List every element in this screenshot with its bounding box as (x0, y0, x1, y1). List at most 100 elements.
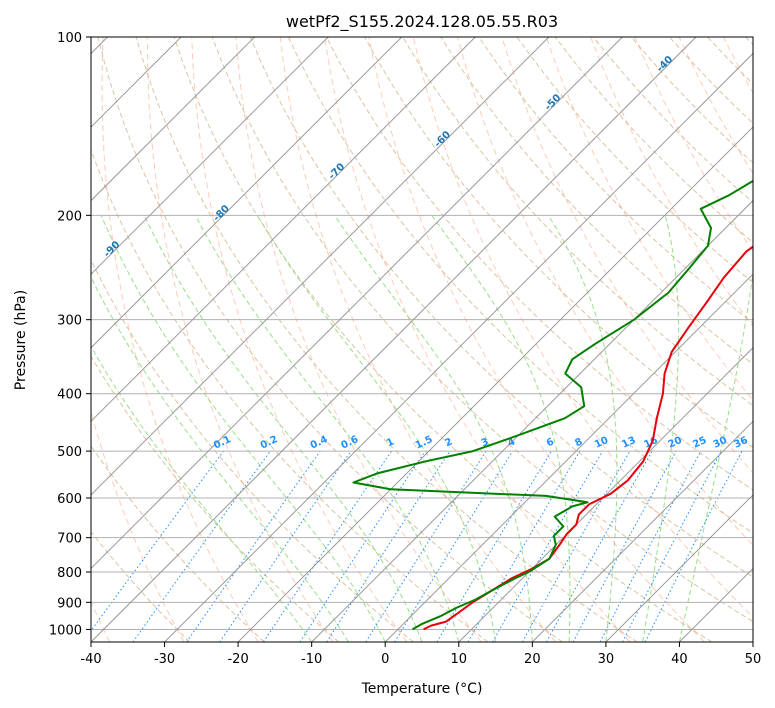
skew-guide-line (723, 37, 753, 94)
skew-guide-line (545, 37, 753, 401)
profile-series (352, 179, 753, 631)
mixing-ratio-label: 10 (593, 435, 610, 451)
skew-guide-line (678, 37, 753, 175)
y-tick-label: 600 (57, 492, 82, 507)
isotherm-label: -100 (0, 278, 10, 304)
y-tick-label: 300 (57, 314, 82, 329)
mixing-ratio-line (622, 450, 722, 642)
dry-adiabats (91, 37, 753, 642)
mixing-ratio-label: 8 (573, 436, 584, 449)
mixing-ratio-label: 6 (545, 436, 556, 449)
x-axis-ticks: -40 -30 -20 -10 0 10 20 30 40 50 (80, 642, 761, 667)
y-tick-label: 900 (57, 596, 82, 611)
dry-adiabat-line (91, 148, 489, 642)
skew-guide-line (368, 37, 705, 642)
x-tick-label: 50 (745, 652, 762, 667)
isotherm-line (91, 37, 329, 275)
isotherm-label: -50 (543, 92, 564, 113)
dry-adiabat-line (554, 37, 753, 244)
dry-adiabat-line (478, 37, 753, 324)
mixing-ratio-label: 2 (443, 436, 454, 449)
dewpoint-line (352, 179, 753, 631)
dry-adiabat-line (97, 37, 563, 642)
mixing-ratio-lines (91, 450, 743, 642)
isotherm-line (91, 37, 255, 202)
isotherm-line (91, 37, 697, 642)
dry-adiabat-line (707, 37, 753, 85)
x-tick-label: 40 (671, 652, 688, 667)
moist-adiabat-line (100, 215, 386, 642)
dry-adiabat-line (211, 37, 753, 623)
isotherm-line (679, 567, 753, 642)
x-axis-label: Temperature (°C) (361, 681, 483, 697)
mixing-ratio-line (572, 450, 677, 642)
skew-guide-line (279, 37, 556, 642)
x-tick-label: 30 (598, 652, 615, 667)
moist-adiabat-line (548, 215, 618, 642)
mixing-ratio-line (326, 450, 451, 642)
mixing-ratio-line (186, 450, 321, 642)
dry-adiabat-line (364, 37, 753, 449)
dry-adiabat-line (91, 258, 414, 642)
isotherm-lines (91, 37, 753, 642)
mixing-ratio-line (394, 450, 514, 642)
chart-title: wetPf2_S155.2024.128.05.55.R03 (286, 12, 558, 32)
mixing-ratio-label: 13 (620, 435, 637, 451)
mixing-ratio-line (644, 450, 743, 642)
x-tick-label: 10 (451, 652, 468, 667)
moist-adiabat-line (678, 268, 753, 642)
plot-frame (90, 36, 754, 643)
x-tick-label: -30 (154, 652, 175, 667)
pressure-gridlines (91, 37, 753, 630)
moist-adiabat-line (143, 215, 423, 642)
dry-adiabat-line (669, 37, 753, 125)
skew-guide-line (191, 37, 408, 642)
isotherm-line (605, 494, 753, 642)
dry-adiabat-line (402, 37, 753, 407)
moist-adiabats (91, 215, 753, 642)
mixing-ratio-line (91, 450, 224, 632)
skew-guide-line (235, 37, 482, 642)
dry-adiabat-line (440, 37, 753, 365)
x-tick-label: -40 (80, 652, 101, 667)
isotherm-label: -60 (432, 129, 453, 150)
dry-adiabat-line (91, 445, 265, 642)
moist-adiabat-line (91, 345, 313, 642)
isotherm-line (384, 273, 753, 642)
skew-guide-line (590, 37, 753, 328)
isotherm-line (91, 37, 403, 349)
x-tick-label: 20 (524, 652, 541, 667)
dry-adiabat-line (249, 37, 753, 578)
mixing-ratio-label: 25 (691, 435, 708, 451)
mixing-ratio-line (546, 450, 653, 642)
isotherm-line (91, 37, 550, 496)
mixing-ratio-line (467, 450, 581, 642)
moist-adiabat-line (642, 215, 680, 642)
skew-guide-line (101, 37, 259, 642)
isotherm-label: -40 (655, 54, 676, 75)
mixing-ratio-labels: 0.1 0.2 0.4 0.6 1 1.5 2 3 4 6 8 10 13 16 20 25 30 36 (212, 434, 750, 451)
mixing-ratio-label: 0.2 (259, 434, 280, 451)
mixing-ratio-line (132, 450, 271, 642)
x-tick-label: 0 (381, 652, 389, 667)
mixing-ratio-label: 20 (667, 435, 684, 451)
dry-adiabat-line (326, 37, 753, 491)
skew-guide-line (412, 37, 753, 618)
temperature-line (423, 245, 753, 631)
isotherm-line (164, 52, 753, 642)
y-tick-label: 1000 (49, 623, 82, 638)
mixing-ratio-label: 3 (480, 436, 491, 449)
moist-adiabat-line (334, 215, 533, 642)
skew-guide-line (324, 37, 631, 642)
plot-area: -100-90-80-70-60-50-40-30-20-10010203040… (0, 37, 753, 642)
skew-guide-line (146, 37, 334, 642)
isotherm-line (311, 199, 753, 642)
dry-adiabat-line (745, 37, 753, 46)
dry-adiabat-line (91, 355, 340, 642)
moist-adiabat-line (194, 215, 460, 642)
skew-guides (91, 37, 753, 642)
skew-guide-line (501, 37, 753, 474)
mixing-ratio-label: 1 (385, 436, 396, 449)
